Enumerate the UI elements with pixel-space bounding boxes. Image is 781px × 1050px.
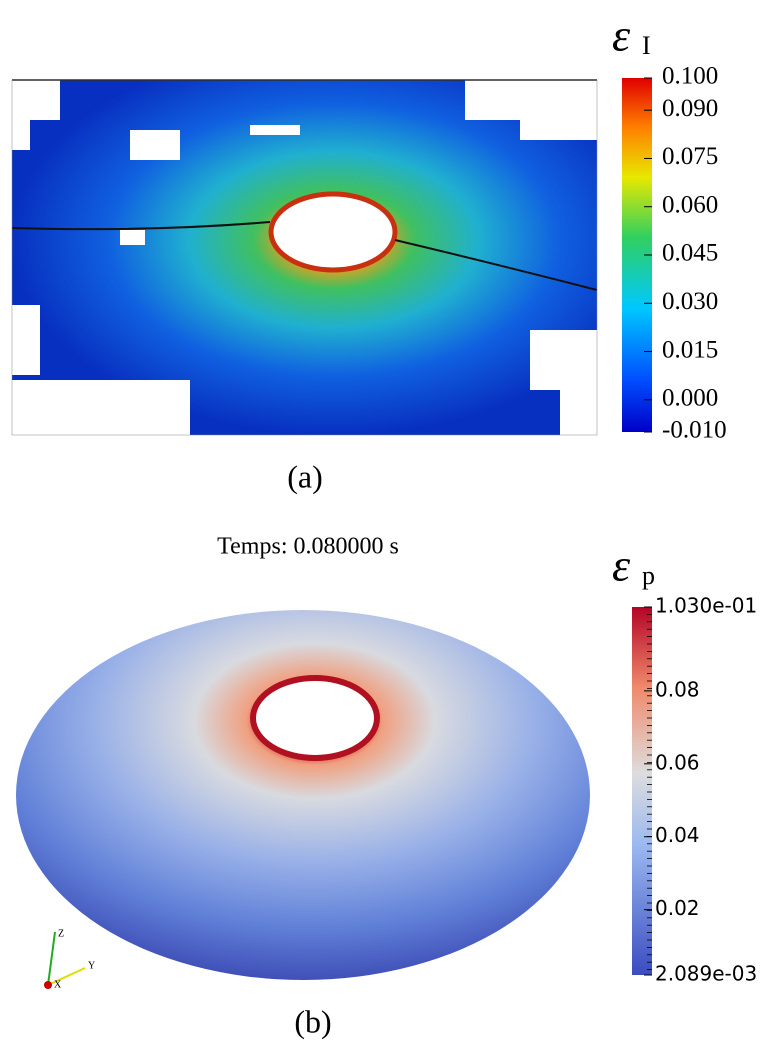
caption: (b) [294, 1003, 331, 1039]
tick-label: 0.060 [662, 191, 718, 218]
tick-label: 0.045 [662, 240, 718, 267]
triad-label: X [54, 979, 62, 990]
colorbar-subscript: I [642, 31, 651, 60]
triad-label: Z [58, 928, 64, 939]
tick-label: 0.02 [655, 896, 700, 920]
triad-label: Y [88, 960, 95, 971]
tick-label: 0.090 [662, 95, 718, 122]
colorbar-symbol: ε [612, 540, 631, 591]
colorbar [632, 607, 652, 975]
caption: (a) [287, 458, 323, 494]
tick-label: 0.04 [655, 823, 700, 847]
simulation-disc [16, 610, 590, 980]
tick-label: 0.06 [655, 750, 700, 774]
tick-label: -0.010 [662, 417, 727, 444]
strain-map [11, 79, 598, 436]
tick-label: 0.000 [662, 385, 718, 412]
tick-label: 0.08 [655, 677, 700, 701]
tick-label: 0.100 [662, 63, 718, 90]
tick-label: 0.075 [662, 143, 718, 170]
tick-label: 0.030 [662, 288, 718, 315]
colorbar-symbol: ε [612, 10, 631, 61]
tick-label: 2.089e-03 [655, 962, 757, 986]
tick-label: 1.030e-01 [655, 594, 757, 618]
axis-triad [44, 931, 86, 989]
tick-label: 0.015 [662, 336, 718, 363]
panel-title: Temps: 0.080000 s [217, 534, 399, 560]
colorbar-subscript: p [642, 561, 655, 590]
